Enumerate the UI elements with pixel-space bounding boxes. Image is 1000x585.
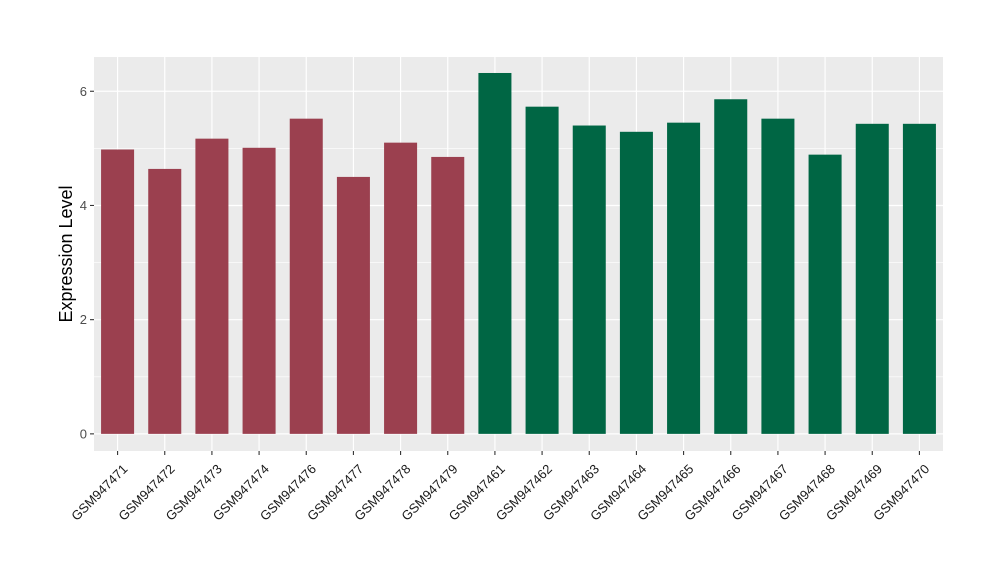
y-axis: 0 2 4 6 <box>80 84 94 441</box>
y-axis-title: Expression Level <box>56 185 76 322</box>
y-tick-label: 4 <box>80 198 87 213</box>
bar-GSM947464 <box>619 131 653 434</box>
bar-GSM947477 <box>336 176 370 434</box>
bar-GSM947474 <box>242 147 276 434</box>
y-tick-label: 0 <box>80 426 87 441</box>
bar-GSM947473 <box>195 138 229 434</box>
bar-GSM947472 <box>148 168 182 434</box>
bar-GSM947478 <box>384 142 418 434</box>
bar-GSM947471 <box>101 149 135 434</box>
plot-panel <box>94 57 943 451</box>
bar-GSM947467 <box>761 118 795 434</box>
y-tick-label: 2 <box>80 312 87 327</box>
bar-GSM947469 <box>855 123 889 434</box>
bar-GSM947465 <box>667 122 701 434</box>
y-tick-label: 6 <box>80 84 87 99</box>
bar-GSM947461 <box>478 72 512 434</box>
x-axis: GSM947471GSM947472GSM947473GSM947474GSM9… <box>68 451 932 524</box>
bars <box>101 72 936 434</box>
bar-GSM947468 <box>808 154 842 434</box>
bar-GSM947463 <box>572 125 606 434</box>
bar-GSM947476 <box>289 118 323 434</box>
bar-GSM947479 <box>431 156 465 434</box>
bar-GSM947466 <box>714 99 748 434</box>
bar-GSM947470 <box>902 123 936 434</box>
bar-GSM947462 <box>525 106 559 434</box>
